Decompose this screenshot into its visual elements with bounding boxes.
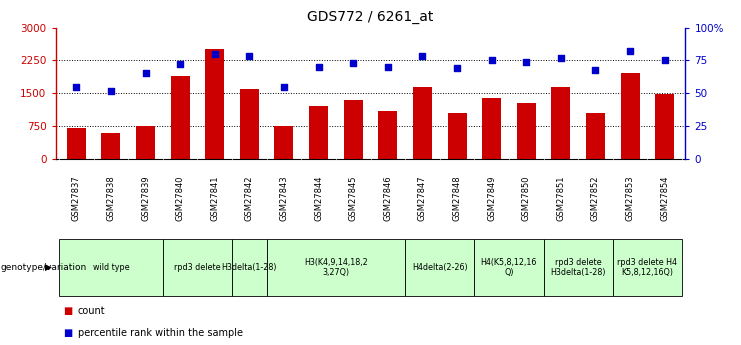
Text: rpd3 delete: rpd3 delete bbox=[174, 263, 221, 272]
Point bbox=[624, 48, 636, 54]
Bar bbox=[240, 89, 259, 159]
Point bbox=[382, 64, 393, 70]
Bar bbox=[267, 239, 405, 296]
Point bbox=[485, 58, 497, 63]
Point bbox=[174, 61, 186, 67]
Text: GSM27843: GSM27843 bbox=[279, 176, 288, 221]
Text: H4delta(2-26): H4delta(2-26) bbox=[412, 263, 468, 272]
Text: count: count bbox=[78, 306, 105, 316]
Bar bbox=[232, 239, 267, 296]
Bar bbox=[613, 239, 682, 296]
Text: GSM27837: GSM27837 bbox=[72, 176, 81, 221]
Text: H3delta(1-28): H3delta(1-28) bbox=[222, 263, 277, 272]
Bar bbox=[170, 76, 190, 159]
Text: GSM27839: GSM27839 bbox=[141, 176, 150, 221]
Point bbox=[416, 54, 428, 59]
Text: rpd3 delete
H3delta(1-28): rpd3 delete H3delta(1-28) bbox=[551, 258, 606, 277]
Point bbox=[209, 51, 221, 57]
Text: GSM27852: GSM27852 bbox=[591, 176, 600, 221]
Point bbox=[659, 58, 671, 63]
Text: GSM27848: GSM27848 bbox=[453, 176, 462, 221]
Point bbox=[278, 84, 290, 89]
Bar bbox=[67, 128, 86, 159]
Bar bbox=[59, 239, 163, 296]
Point bbox=[451, 66, 463, 71]
Point bbox=[139, 71, 151, 76]
Text: GSM27845: GSM27845 bbox=[349, 176, 358, 221]
Text: GSM27849: GSM27849 bbox=[487, 176, 496, 221]
Point bbox=[520, 59, 532, 65]
Text: GSM27853: GSM27853 bbox=[625, 176, 634, 221]
Bar bbox=[586, 113, 605, 159]
Point bbox=[70, 84, 82, 89]
Text: rpd3 delete H4
K5,8,12,16Q): rpd3 delete H4 K5,8,12,16Q) bbox=[617, 258, 677, 277]
Point bbox=[555, 55, 567, 60]
Point bbox=[105, 88, 117, 93]
Text: wild type: wild type bbox=[93, 263, 129, 272]
Text: ■: ■ bbox=[63, 306, 72, 316]
Bar bbox=[274, 126, 293, 159]
Point bbox=[348, 60, 359, 66]
Text: H4(K5,8,12,16
Q): H4(K5,8,12,16 Q) bbox=[481, 258, 537, 277]
Point bbox=[313, 64, 325, 70]
Bar bbox=[102, 134, 121, 159]
Text: GSM27850: GSM27850 bbox=[522, 176, 531, 221]
Text: GSM27854: GSM27854 bbox=[660, 176, 669, 221]
Bar bbox=[405, 239, 474, 296]
Text: ■: ■ bbox=[63, 328, 72, 338]
Bar bbox=[379, 111, 397, 159]
Bar bbox=[163, 239, 232, 296]
Bar bbox=[344, 100, 362, 159]
Text: GSM27851: GSM27851 bbox=[556, 176, 565, 221]
Bar bbox=[482, 98, 501, 159]
Text: GSM27842: GSM27842 bbox=[245, 176, 254, 221]
Bar bbox=[516, 103, 536, 159]
Text: ▶: ▶ bbox=[45, 263, 52, 272]
Text: GSM27838: GSM27838 bbox=[107, 176, 116, 221]
Text: H3(K4,9,14,18,2
3,27Q): H3(K4,9,14,18,2 3,27Q) bbox=[304, 258, 368, 277]
Text: GSM27844: GSM27844 bbox=[314, 176, 323, 221]
Bar bbox=[655, 93, 674, 159]
Text: GSM27847: GSM27847 bbox=[418, 176, 427, 221]
Bar bbox=[413, 87, 432, 159]
Text: percentile rank within the sample: percentile rank within the sample bbox=[78, 328, 243, 338]
Bar bbox=[136, 126, 155, 159]
Point bbox=[244, 54, 256, 59]
Text: GSM27840: GSM27840 bbox=[176, 176, 185, 221]
Point bbox=[590, 67, 602, 72]
Bar bbox=[448, 113, 467, 159]
Text: GSM27846: GSM27846 bbox=[383, 176, 392, 221]
Bar bbox=[620, 73, 639, 159]
Text: genotype/variation: genotype/variation bbox=[1, 263, 87, 272]
Text: GDS772 / 6261_at: GDS772 / 6261_at bbox=[308, 10, 433, 24]
Bar bbox=[551, 88, 571, 159]
Bar bbox=[205, 49, 225, 159]
Bar bbox=[474, 239, 544, 296]
Bar bbox=[309, 106, 328, 159]
Text: GSM27841: GSM27841 bbox=[210, 176, 219, 221]
Bar bbox=[544, 239, 613, 296]
